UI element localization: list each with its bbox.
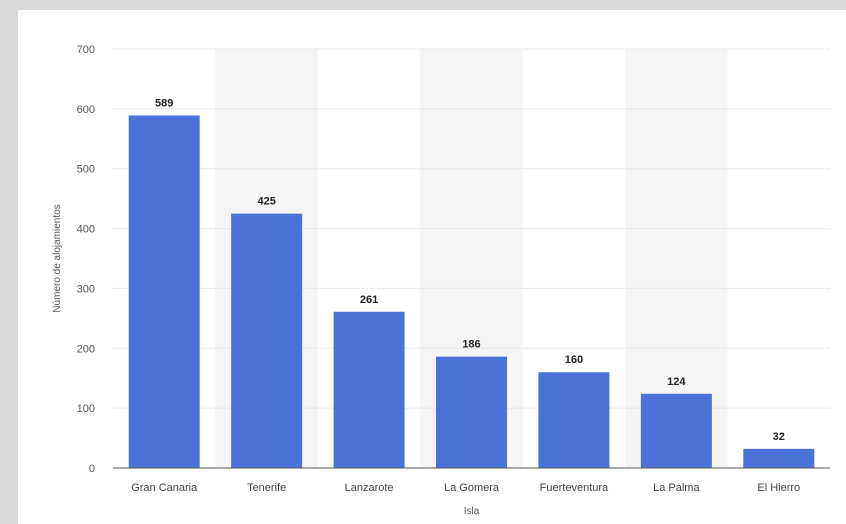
- value-label: 589: [155, 97, 173, 109]
- bar-gran-canaria[interactable]: [128, 115, 200, 468]
- y-tick-label: 700: [77, 44, 95, 56]
- y-tick-label: 200: [77, 343, 95, 355]
- bar-la-palma[interactable]: [640, 393, 712, 468]
- x-tick-label: La Gomera: [444, 482, 500, 494]
- value-label: 261: [360, 294, 378, 306]
- value-label: 124: [667, 376, 686, 388]
- bar-lanzarote[interactable]: [333, 311, 405, 468]
- y-tick-label: 0: [89, 463, 95, 475]
- y-tick-label: 600: [77, 104, 95, 116]
- x-tick-label: Gran Canaria: [131, 482, 198, 494]
- bar-tenerife[interactable]: [231, 213, 303, 468]
- bar-el-hierro[interactable]: [743, 448, 815, 468]
- y-axis-title: Número de alojamientos: [52, 204, 63, 312]
- y-tick-label: 100: [77, 403, 95, 415]
- bar-fuerteventura[interactable]: [538, 372, 610, 468]
- chart-panel: 0 100 200 300 400 500 600 700 589 425 261 186 160 12…: [18, 10, 846, 524]
- x-axis-title: Isla: [464, 506, 480, 517]
- alternating-bands: [215, 49, 728, 468]
- y-axis-ticks: 0 100 200 300 400 500 600 700: [77, 44, 95, 475]
- y-tick-label: 300: [77, 283, 95, 295]
- x-tick-label: El Hierro: [757, 482, 800, 494]
- value-label: 160: [565, 354, 583, 366]
- value-label: 425: [257, 196, 275, 208]
- value-label: 32: [773, 431, 785, 443]
- x-tick-label: La Palma: [653, 482, 700, 494]
- x-tick-label: Tenerife: [247, 482, 286, 494]
- y-tick-label: 500: [77, 164, 95, 176]
- bar-la-gomera[interactable]: [436, 356, 507, 468]
- x-axis-ticks: Gran Canaria Tenerife Lanzarote La Gomera Fu…: [131, 482, 800, 494]
- x-tick-label: Fuerteventura: [540, 482, 609, 494]
- bars: [128, 115, 815, 468]
- y-tick-label: 400: [77, 224, 95, 236]
- value-label: 186: [462, 339, 480, 351]
- value-labels: 589 425 261 186 160 124 32: [155, 97, 785, 442]
- x-tick-label: Lanzarote: [345, 482, 394, 494]
- bar-chart: 0 100 200 300 400 500 600 700 589 425 261 186 160 12…: [52, 44, 830, 517]
